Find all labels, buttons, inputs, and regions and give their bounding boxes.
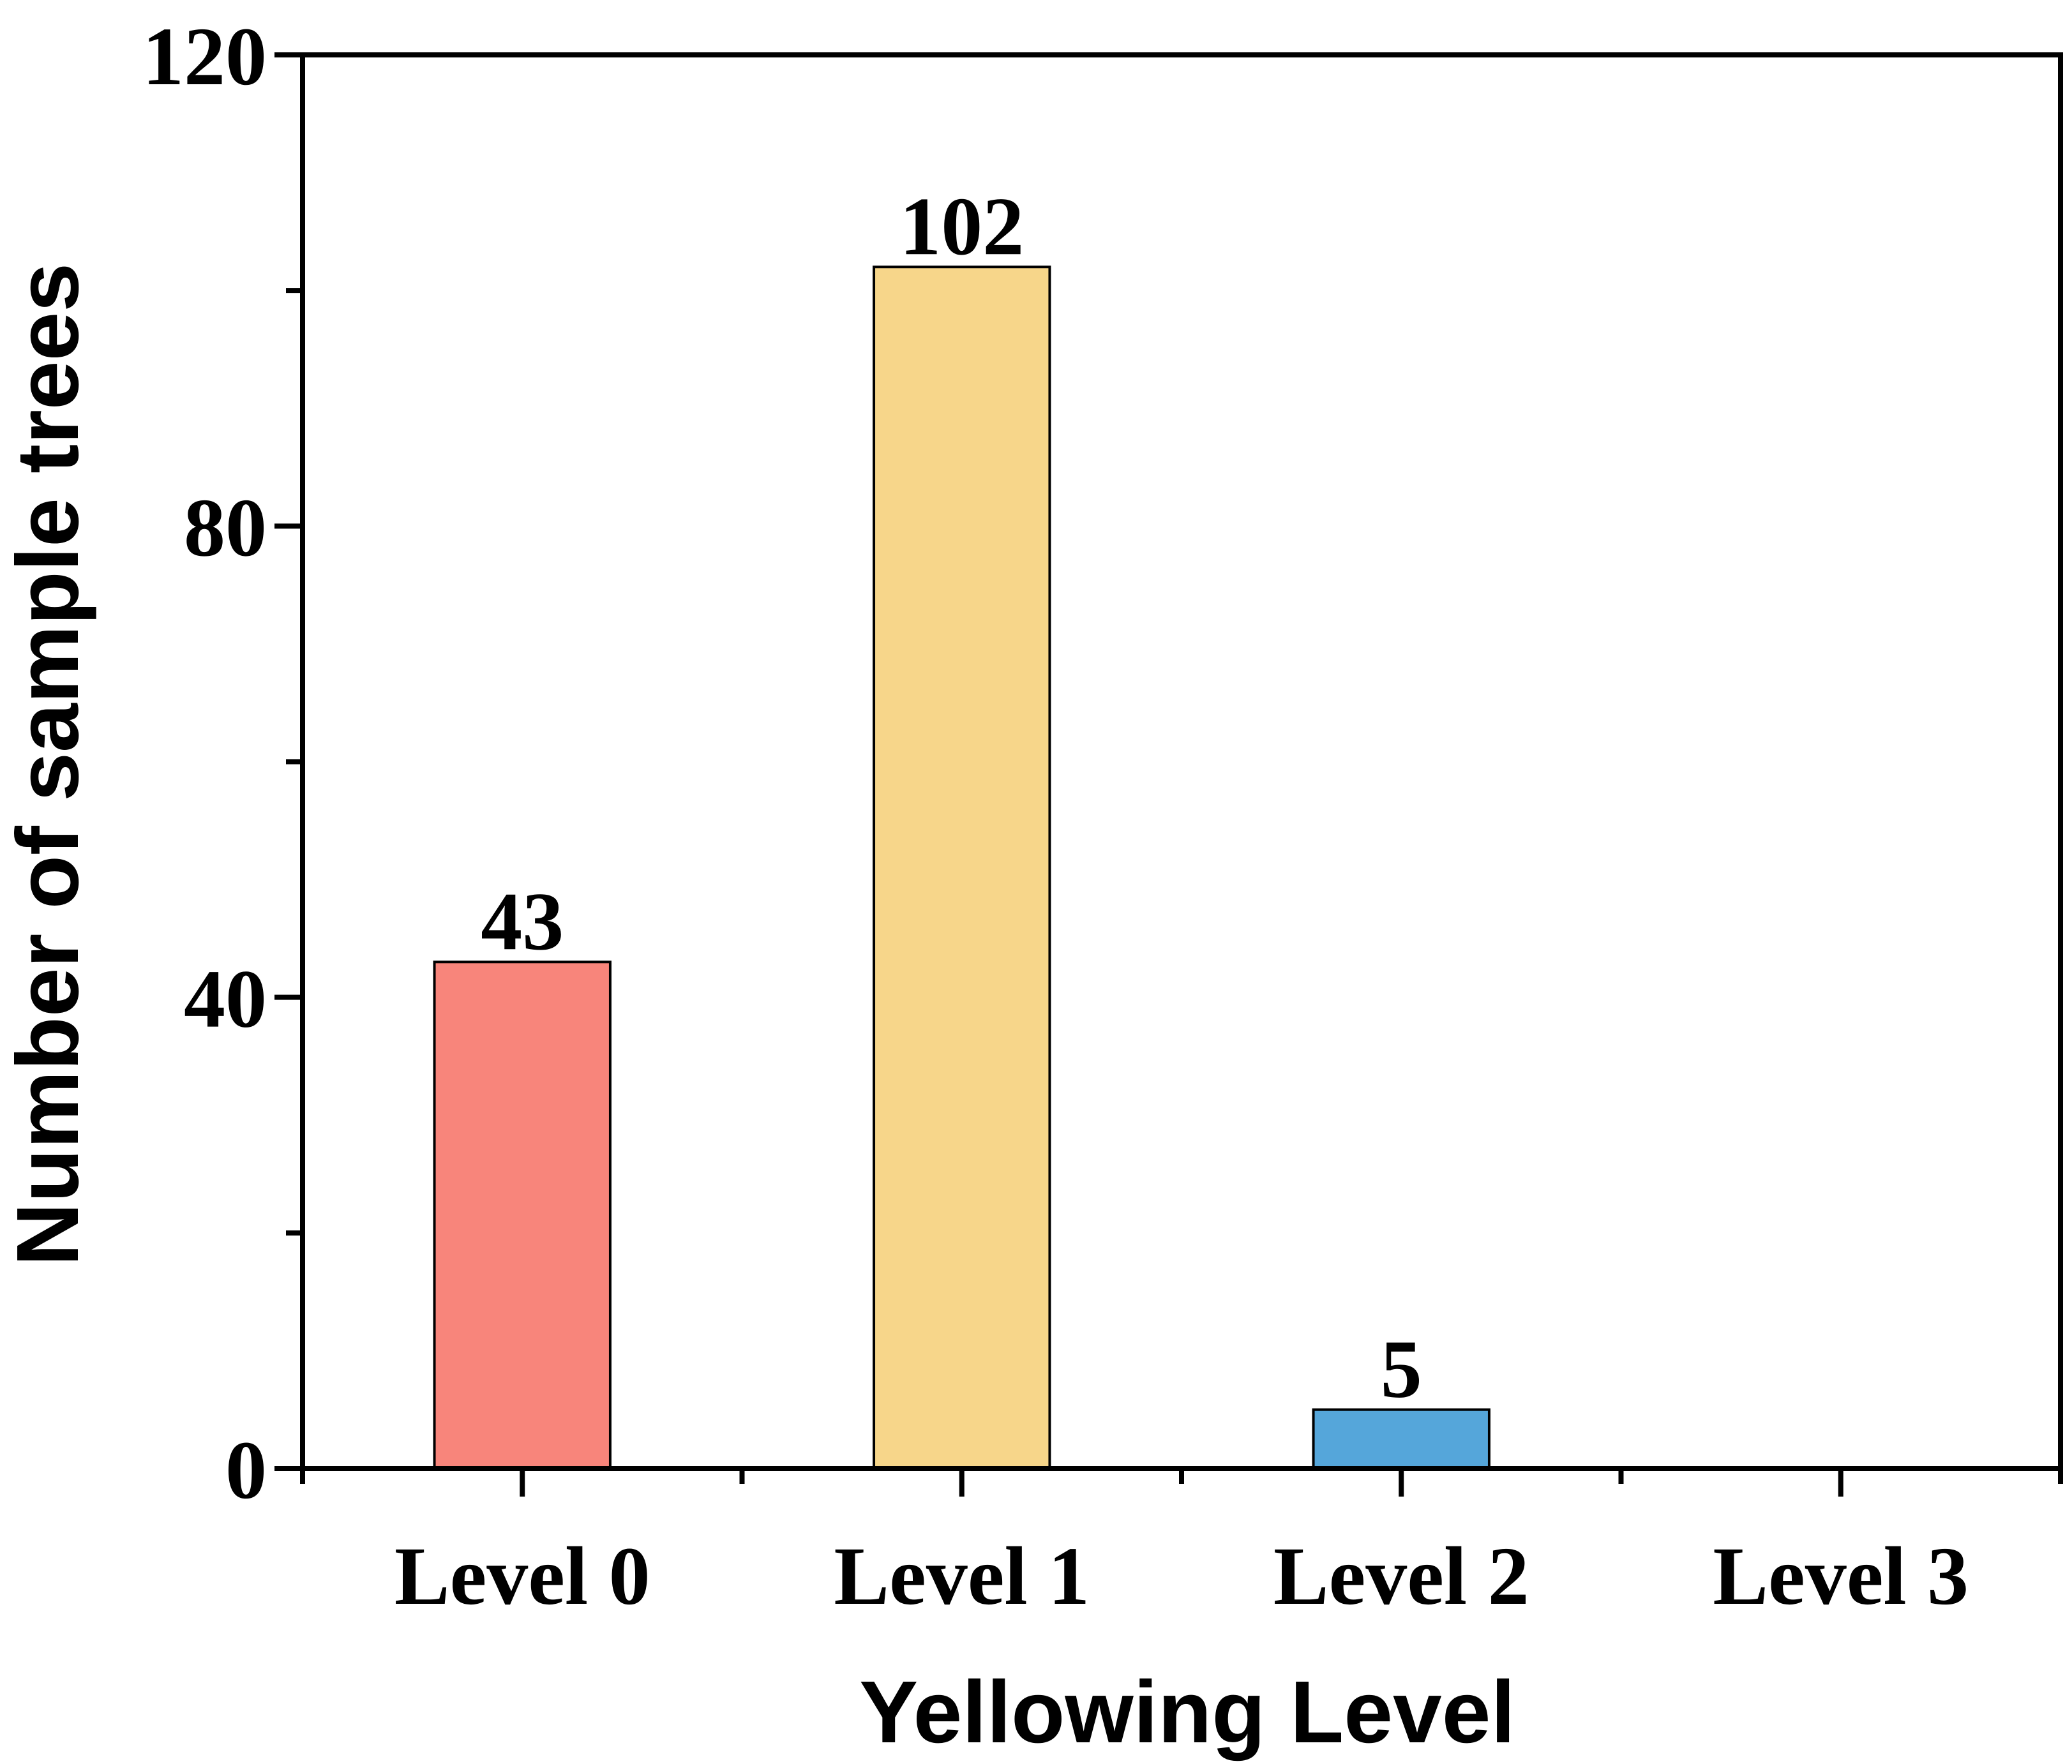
- x-tick-label: Level 1: [834, 1530, 1090, 1622]
- data-label-level-0: 43: [481, 876, 564, 968]
- x-ticks-group: [300, 1469, 2063, 1497]
- y-tick-labels-group: 0 40 80 120: [142, 11, 267, 1516]
- x-tick-label: Level 0: [394, 1530, 650, 1622]
- x-tick-labels-group: Level 0 Level 1 Level 2 Level 3: [394, 1530, 1969, 1622]
- data-labels-group: 43 102 5: [481, 181, 1422, 1415]
- x-axis-title: Yellowing Level: [859, 1663, 1515, 1761]
- y-tick-label: 120: [142, 11, 267, 103]
- y-ticks-group: [274, 52, 303, 1471]
- bar-level-1: [873, 265, 1051, 1470]
- y-axis-title: Number of sample trees: [0, 263, 97, 1266]
- x-tick-label: Level 2: [1273, 1530, 1529, 1622]
- y-tick-label: 0: [225, 1424, 267, 1516]
- bar-level-0: [433, 960, 612, 1470]
- bar-level-2: [1312, 1408, 1490, 1470]
- bars-group: [433, 265, 1490, 1470]
- y-tick-label: 80: [184, 482, 267, 574]
- y-tick-label: 40: [184, 953, 267, 1045]
- data-label-level-2: 5: [1381, 1324, 1422, 1416]
- data-label-level-1: 102: [899, 181, 1024, 273]
- x-tick-label: Level 3: [1713, 1530, 1969, 1622]
